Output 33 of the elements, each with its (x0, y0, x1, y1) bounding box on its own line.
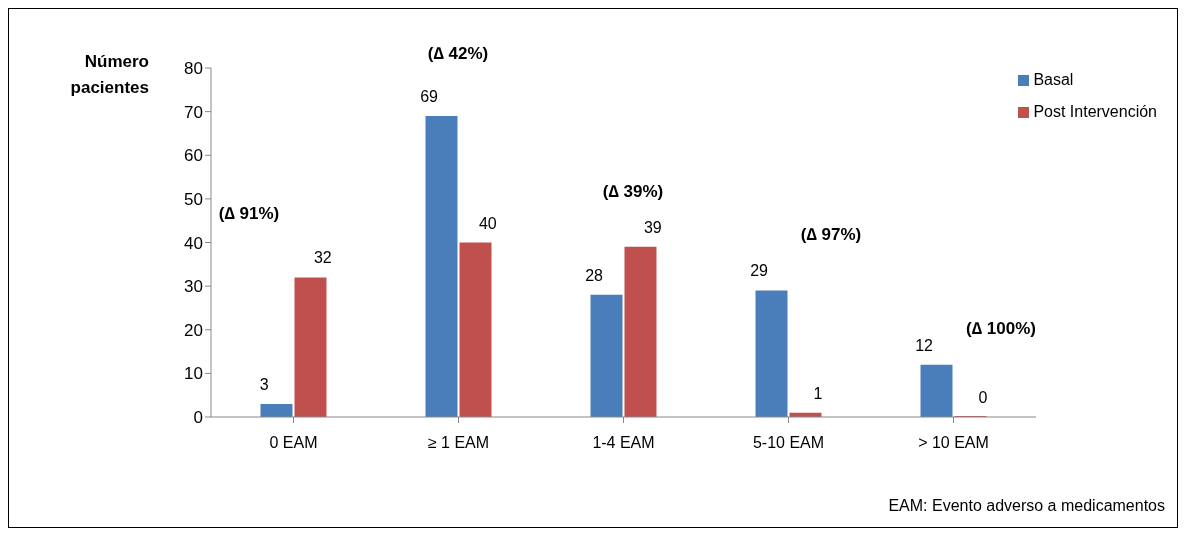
y-tick-label: 40 (184, 233, 203, 253)
legend-label: Post Intervención (1033, 102, 1157, 122)
x-tick-label: 0 EAM (269, 434, 318, 452)
y-tick-label: 0 (193, 408, 203, 428)
y-tick-label: 70 (184, 102, 203, 122)
x-tick-label: 5-10 EAM (752, 434, 825, 452)
y-tick-label: 60 (184, 146, 203, 166)
text: EAM: Evento adverso a medicamentos (888, 497, 1165, 515)
x-tick-label: ≥ 1 EAM (427, 434, 490, 452)
y-tick-label: 10 (184, 364, 203, 384)
x-tick-label: > 10 EAM (918, 434, 989, 452)
text: (∆ 42%) (426, 44, 490, 64)
annotation: (∆ 100%) (965, 319, 1037, 339)
annotation: (∆ 97%) (799, 225, 863, 245)
y-tick-label: 20 (184, 320, 203, 340)
data-label: 12 (915, 336, 934, 354)
legend-label: Basal (1033, 70, 1074, 90)
y-tick-label: 50 (184, 189, 203, 209)
data-label: 3 (259, 375, 269, 393)
data-label: 39 (643, 218, 662, 236)
x-tick-label: 1-4 EAM (592, 434, 655, 452)
data-label: 32 (313, 249, 332, 267)
data-label: 0 (978, 389, 988, 406)
data-label: 1 (813, 384, 823, 402)
data-label: 29 (750, 262, 769, 280)
annotation: (∆ 39%) (601, 182, 665, 202)
y-axis-title: Número pacientes (69, 51, 149, 99)
data-label: 28 (585, 266, 604, 284)
data-label: 69 (420, 87, 439, 105)
y-tick-label: 30 (184, 277, 203, 297)
y-tick-label: 80 (184, 59, 203, 79)
data-label: 40 (478, 214, 497, 232)
annotation: (∆ 91%) (218, 204, 280, 223)
